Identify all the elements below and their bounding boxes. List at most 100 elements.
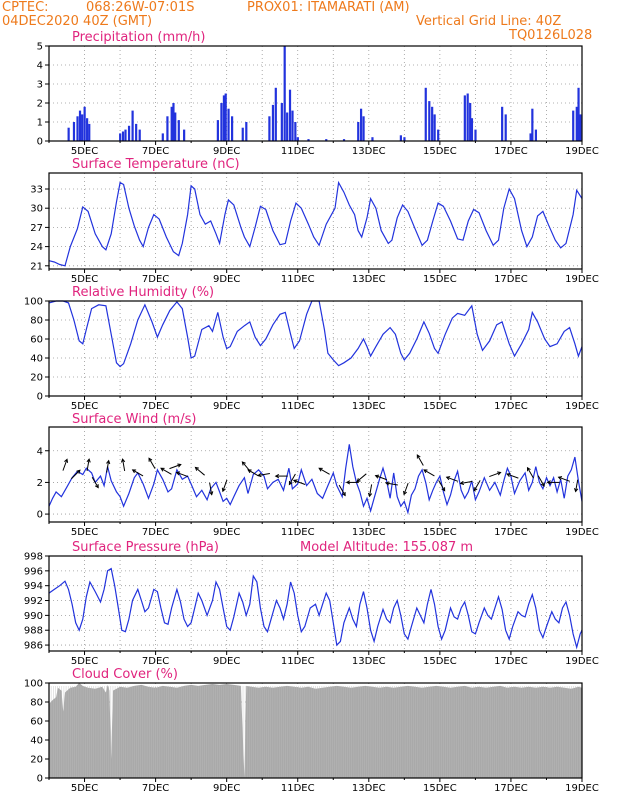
precip-bar <box>359 108 363 141</box>
pressure-model-altitude: Model Altitude: 155.087 m <box>300 540 473 555</box>
precip-bar <box>307 139 310 141</box>
precip-bar <box>183 129 186 141</box>
wind-vector-shaft <box>71 469 81 480</box>
precip-date-label: 9DEC <box>213 146 240 157</box>
precip-bar <box>131 110 134 141</box>
precip-bar <box>124 129 127 141</box>
humidity-ytick-label: 80 <box>30 316 43 327</box>
precip-bar <box>216 120 219 141</box>
wind-vector-head <box>86 458 91 463</box>
pressure-line <box>48 567 583 650</box>
precip-bar <box>72 122 76 141</box>
wind-date-label: 5DEC <box>71 527 98 538</box>
wind-vector <box>106 459 111 473</box>
wind-ytick-label: 0 <box>37 510 43 521</box>
wind-vector-shaft <box>375 475 388 481</box>
wind-line <box>48 444 583 515</box>
wind-vector-shaft <box>460 480 473 484</box>
wind-vector <box>345 480 359 485</box>
wind-vector-shaft <box>209 482 213 495</box>
precip-bar <box>371 137 374 141</box>
humidity-date-label: 13DEC <box>352 401 386 412</box>
precip-bar <box>170 106 173 141</box>
temperature-date-label: 9DEC <box>213 274 240 285</box>
precip-date-label: 17DEC <box>494 146 528 157</box>
humidity-date-label: 19DEC <box>565 401 599 412</box>
wind-vector-head <box>76 469 81 474</box>
wind-vector-shaft <box>356 473 367 482</box>
pressure-date-label: 19DEC <box>565 656 599 667</box>
temperature-date-label: 11DEC <box>281 274 315 285</box>
wind-vector-shaft <box>169 464 181 470</box>
wind-vector <box>131 469 144 477</box>
precip-bar <box>534 129 538 141</box>
wind-vector <box>86 458 91 471</box>
precip-bar <box>474 129 477 141</box>
wind-vector <box>62 458 69 471</box>
wind-vector <box>169 463 182 470</box>
cloud-ytick-label: 80 <box>30 698 43 709</box>
wind-vector <box>247 469 259 477</box>
wind-vector-shaft <box>195 467 205 476</box>
precip-bar <box>431 106 434 141</box>
precip-bar <box>286 112 289 141</box>
precip-bar <box>227 108 230 141</box>
wind-vector <box>416 454 424 466</box>
precip-bar <box>230 116 234 141</box>
wind-vector-head <box>574 488 579 493</box>
header-coords: 068:26W-07:01S <box>86 0 195 15</box>
cloud-date-label: 7DEC <box>142 783 169 794</box>
wind-vector-head <box>526 466 531 472</box>
precip-bar <box>470 118 474 141</box>
precip-bar <box>283 46 286 141</box>
pressure-date-label: 15DEC <box>423 656 457 667</box>
precip-bar <box>220 103 223 141</box>
precip-bar <box>469 103 472 141</box>
precip-bar <box>83 106 86 141</box>
wind-vector-head <box>341 492 346 497</box>
wind-vector <box>438 480 446 492</box>
precip-bar <box>575 106 578 141</box>
precip-bar <box>424 87 427 141</box>
precip-bar <box>291 110 294 141</box>
wind-vector-head <box>247 469 252 474</box>
wind-vector-shaft <box>423 469 435 477</box>
humidity-ytick-label: 40 <box>30 354 43 365</box>
wind-vector <box>338 484 346 497</box>
wind-vector-shaft <box>403 482 409 495</box>
precip-bar <box>271 104 275 141</box>
wind-vector <box>423 469 435 477</box>
wind-vector-head <box>64 458 69 463</box>
wind-vector-head <box>356 478 361 483</box>
wind-vector-shaft <box>222 479 228 492</box>
precip-bar <box>403 137 406 141</box>
wind-ytick-label: 2 <box>37 478 43 489</box>
cloud-ytick-label: 20 <box>30 755 43 766</box>
wind-vector <box>356 473 367 483</box>
wind-vector <box>194 466 205 476</box>
temperature-date-label: 17DEC <box>494 274 528 285</box>
precip-bar <box>325 139 328 141</box>
wind-title: Surface Wind (m/s) <box>72 412 196 427</box>
humidity-ytick-label: 0 <box>37 392 43 403</box>
precip-bar <box>119 133 122 141</box>
pressure-date-label: 5DEC <box>71 656 98 667</box>
wind-vector-head <box>506 473 511 477</box>
cloud-ytick-label: 40 <box>30 736 43 747</box>
wind-vector <box>445 476 459 482</box>
wind-vector <box>367 484 373 498</box>
wind-vector-head <box>540 482 545 487</box>
wind-vector-shaft <box>288 473 296 485</box>
wind-vector-shaft <box>438 480 446 492</box>
cloud-frame <box>48 682 583 779</box>
precip-bar <box>172 103 175 141</box>
wind-date-label: 19DEC <box>565 527 599 538</box>
wind-vector-head <box>318 467 323 472</box>
temperature-ytick-label: 27 <box>30 223 43 234</box>
pressure-ytick-label: 994 <box>24 581 43 592</box>
cloud-date-label: 19DEC <box>565 783 599 794</box>
wind-vector-shaft <box>537 475 545 487</box>
wind-date-label: 17DEC <box>494 527 528 538</box>
wind-vector-head <box>292 479 298 484</box>
precip-bar <box>579 114 582 141</box>
